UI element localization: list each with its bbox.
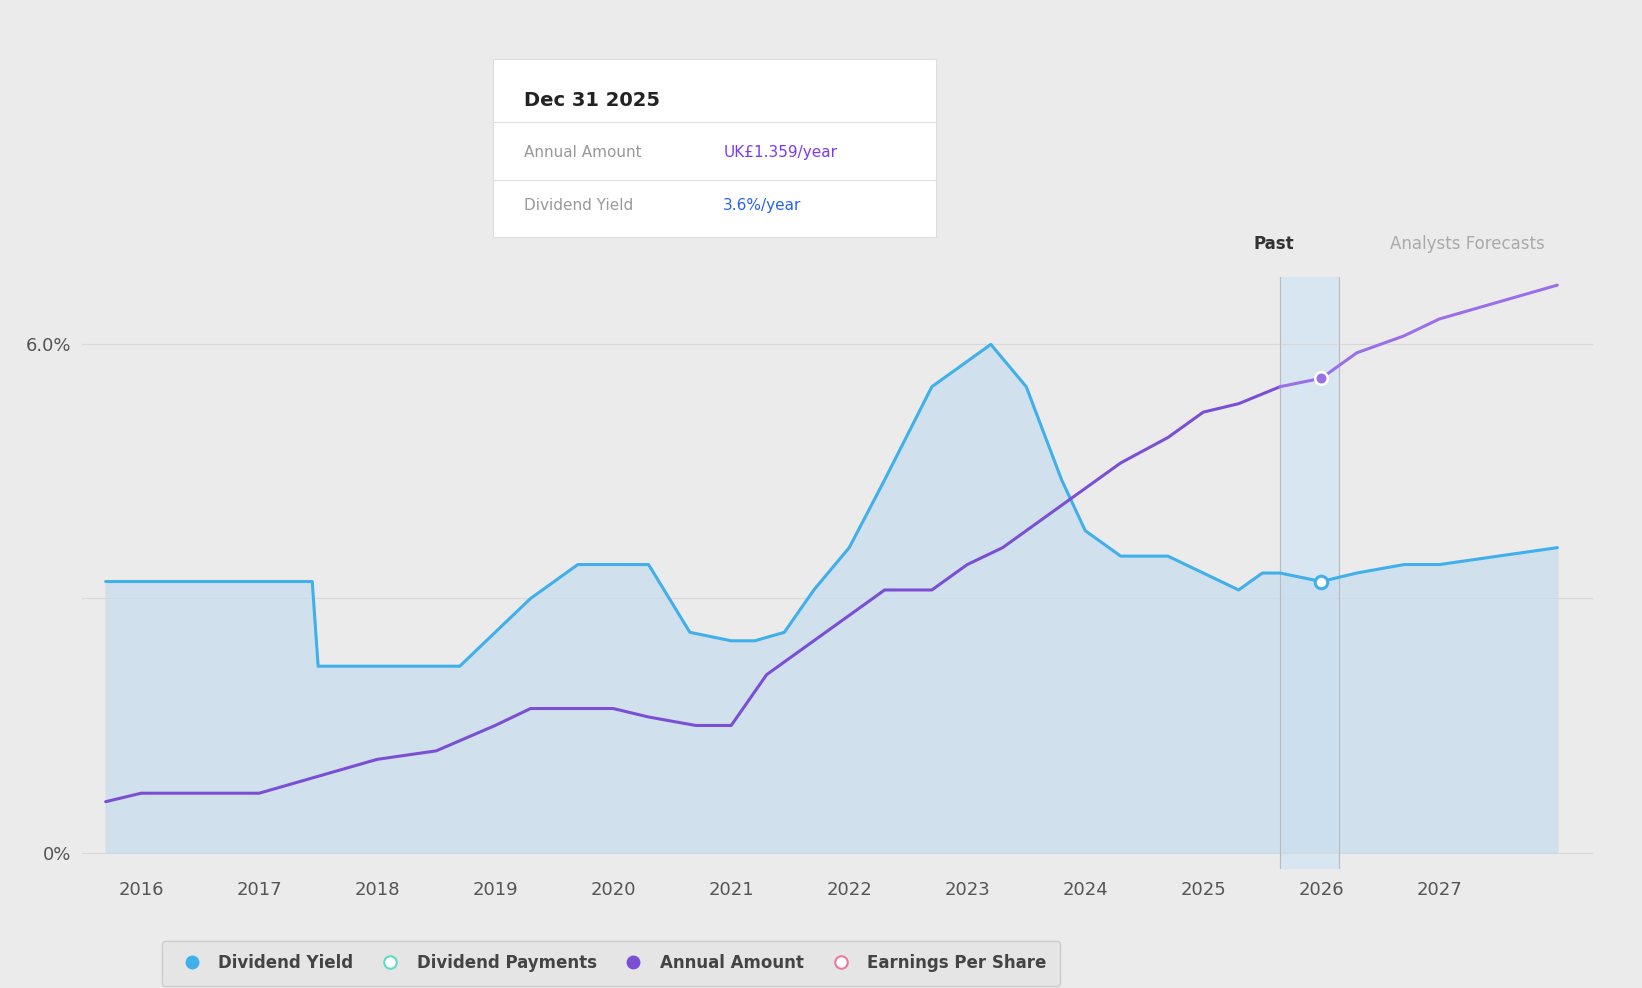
Bar: [1281, 277, 1338, 869]
Legend: Dividend Yield, Dividend Payments, Annual Amount, Earnings Per Share: Dividend Yield, Dividend Payments, Annua…: [161, 941, 1061, 986]
Text: Past: Past: [1254, 235, 1294, 253]
Text: Annual Amount: Annual Amount: [524, 144, 642, 160]
Text: 3.6%/year: 3.6%/year: [722, 198, 801, 213]
Text: Dec 31 2025: Dec 31 2025: [524, 91, 660, 111]
Text: UK£1.359/year: UK£1.359/year: [722, 144, 837, 160]
Text: Dividend Yield: Dividend Yield: [524, 198, 632, 213]
Text: Analysts Forecasts: Analysts Forecasts: [1389, 235, 1545, 253]
